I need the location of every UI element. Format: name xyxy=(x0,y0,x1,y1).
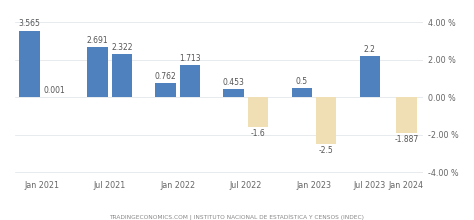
Text: TRADINGECONOMICS.COM | INSTITUTO NACIONAL DE ESTADÍSTICA Y CENSOS (INDEC): TRADINGECONOMICS.COM | INSTITUTO NACIONA… xyxy=(109,213,365,220)
Bar xyxy=(292,88,312,97)
Text: 2.2: 2.2 xyxy=(364,45,376,54)
Text: 0.5: 0.5 xyxy=(296,77,308,86)
Bar xyxy=(360,56,380,97)
Text: 0.453: 0.453 xyxy=(223,77,245,86)
Text: -2.5: -2.5 xyxy=(319,146,334,155)
Bar xyxy=(316,97,337,144)
Bar xyxy=(180,65,201,97)
Bar xyxy=(248,97,268,127)
Bar xyxy=(155,83,176,97)
Text: 0.001: 0.001 xyxy=(43,86,65,95)
Text: -1.6: -1.6 xyxy=(251,129,265,138)
Bar xyxy=(396,97,417,132)
Text: 1.713: 1.713 xyxy=(179,54,201,63)
Text: 0.762: 0.762 xyxy=(155,72,177,81)
Text: 2.322: 2.322 xyxy=(111,43,133,52)
Text: 2.691: 2.691 xyxy=(87,36,109,45)
Bar xyxy=(112,54,132,97)
Text: -1.887: -1.887 xyxy=(394,135,419,144)
Bar xyxy=(19,31,40,97)
Bar xyxy=(223,89,244,97)
Bar xyxy=(87,47,108,97)
Text: 3.565: 3.565 xyxy=(18,19,40,28)
